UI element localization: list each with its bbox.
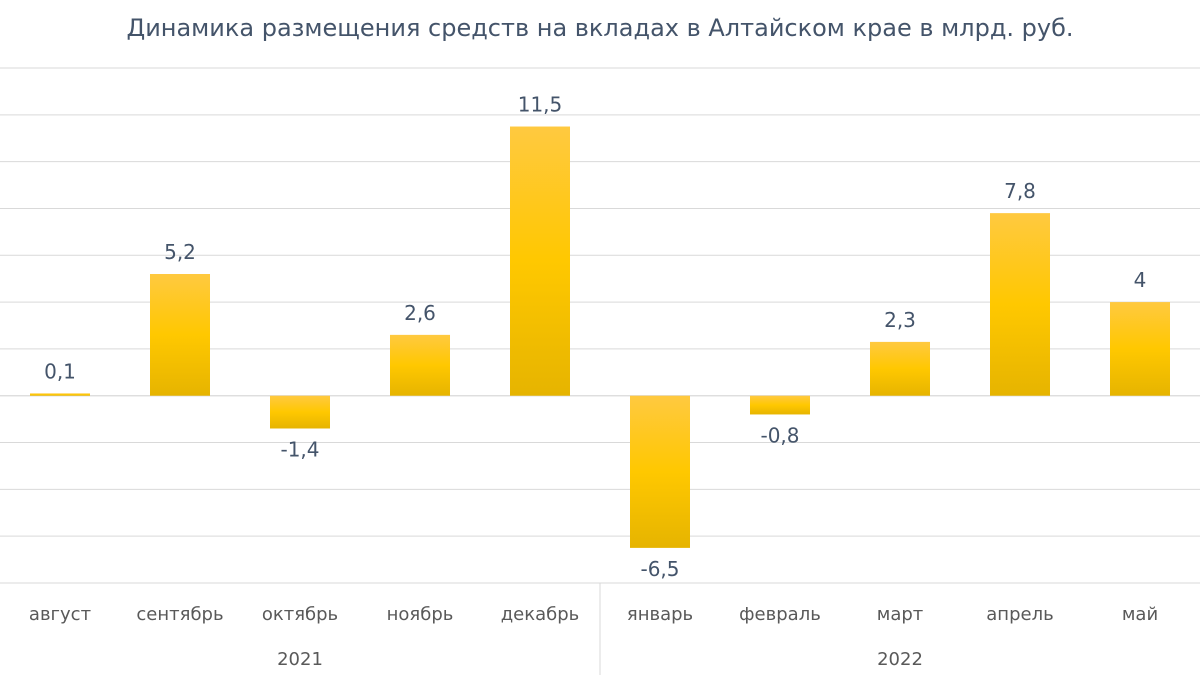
category-label: февраль <box>739 604 821 625</box>
bar-сентябрь <box>150 274 210 396</box>
bars <box>30 126 1170 548</box>
data-label: 11,5 <box>518 93 563 117</box>
data-label: -0,8 <box>760 423 799 447</box>
data-labels: 0,1 5,2 -1,4 2,6 11,5 -6,5 -0,8 2,3 7,8 4 <box>44 93 1146 581</box>
bar-февраль <box>750 395 810 415</box>
data-label: 4 <box>1134 268 1147 292</box>
bar-октябрь <box>270 395 330 429</box>
gridlines <box>0 67 1200 584</box>
category-axis: август сентябрь октябрь ноябрь декабрь январь… <box>0 582 1200 675</box>
year-label: 2022 <box>877 649 923 670</box>
category-label: март <box>877 604 924 625</box>
bar-апрель <box>990 213 1050 396</box>
category-label: сентябрь <box>136 604 223 625</box>
category-label: апрель <box>986 604 1053 625</box>
data-label: 7,8 <box>1004 179 1036 203</box>
data-label: 5,2 <box>164 240 196 264</box>
data-label: 0,1 <box>44 359 76 383</box>
bar-март <box>870 341 930 396</box>
chart-title: Динамика размещения средств на вкладах в… <box>126 14 1074 42</box>
bar-август <box>30 393 90 396</box>
bar-май <box>1110 302 1170 396</box>
category-label: октябрь <box>262 604 338 625</box>
bar-ноябрь <box>390 334 450 396</box>
bar-декабрь <box>510 126 570 396</box>
data-label: 2,6 <box>404 301 436 325</box>
bar-январь <box>630 395 690 548</box>
data-label: 2,3 <box>884 308 916 332</box>
category-label: январь <box>627 604 693 625</box>
year-label: 2021 <box>277 649 323 670</box>
category-label: декабрь <box>501 604 580 625</box>
category-label: ноябрь <box>387 604 454 625</box>
data-label: -6,5 <box>640 557 679 581</box>
category-label: май <box>1122 604 1158 625</box>
category-label: август <box>29 604 91 625</box>
data-label: -1,4 <box>280 438 319 462</box>
